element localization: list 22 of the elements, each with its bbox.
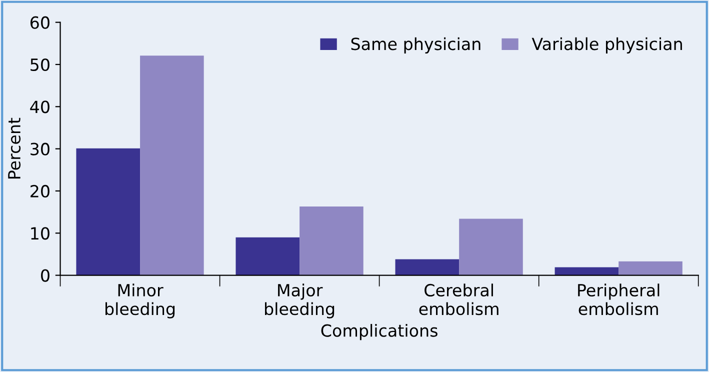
legend-label: Same physician [351, 37, 480, 54]
y-tick-label: 0 [41, 269, 50, 282]
x-tick-label: Peripheral embolism [578, 284, 660, 316]
bar [459, 218, 523, 276]
bar [395, 259, 460, 276]
y-tick-label: 30 [30, 142, 50, 156]
bar [236, 237, 300, 276]
bar [76, 148, 140, 276]
x-axis-title: Complications [321, 324, 438, 340]
y-axis-title: Percent [8, 118, 21, 179]
y-tick-label: 60 [30, 16, 50, 29]
x-tick-label: Major bleeding [265, 284, 334, 318]
legend-label: Variable physician [532, 37, 682, 54]
y-tick-label: 20 [30, 184, 50, 198]
x-tick-label: Minor bleeding [106, 284, 175, 318]
bar [618, 261, 682, 276]
y-tick-label: 10 [31, 227, 50, 240]
x-tick-label: Cerebral embolism [419, 284, 498, 316]
y-tick-label: 40 [30, 100, 50, 114]
y-tick-label: 50 [30, 58, 50, 72]
bar [140, 56, 204, 276]
bar [300, 206, 364, 276]
